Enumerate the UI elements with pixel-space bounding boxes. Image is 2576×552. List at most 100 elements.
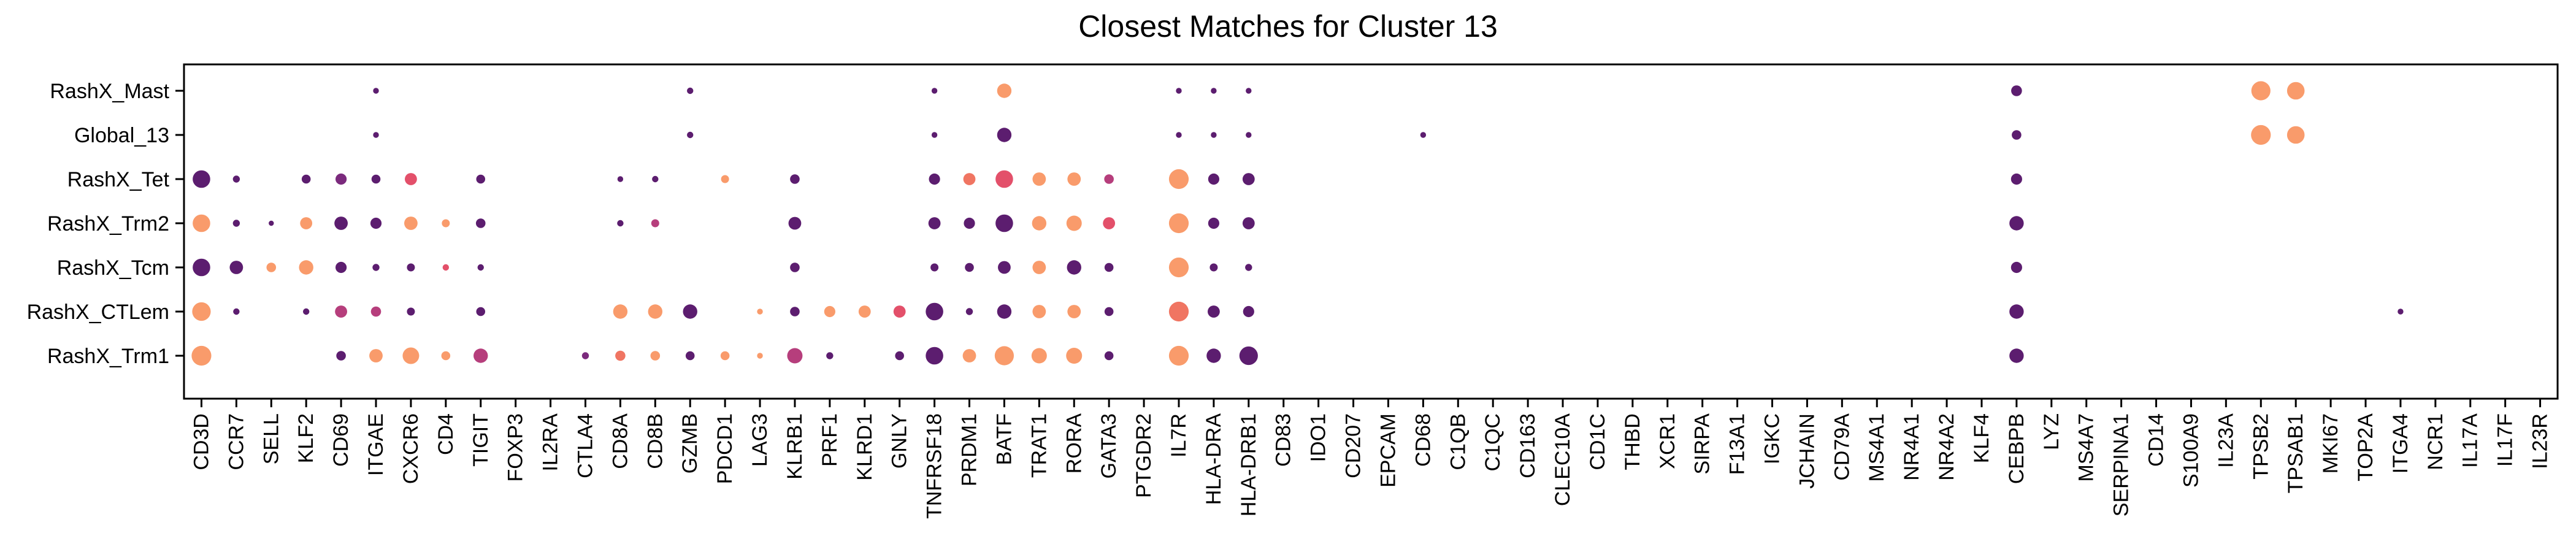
dot-rashx-tet-tigit (476, 174, 486, 184)
x-tick-label-cd3d: CD3D (190, 413, 213, 470)
dot-rashx-ctlem-gata3 (1104, 307, 1114, 316)
dot-rashx-trm2-batf (995, 214, 1013, 232)
dot-rashx-ctlem-klrb1 (790, 307, 800, 316)
dot-rashx-mast-hla-dra (1211, 88, 1217, 94)
dot-rashx-tet-cd8b (652, 175, 659, 183)
x-tick-label-cd14: CD14 (2145, 413, 2168, 467)
dot-rashx-ctlem-cxcr6 (407, 307, 415, 316)
y-tick-label-rashx-trm1: RashX_Trm1 (47, 345, 169, 368)
dot-rashx-mast-tpsb2 (2251, 81, 2271, 101)
x-tick-label-sirpa: SIRPA (1691, 413, 1714, 475)
dot-rashx-ctlem-itgae (370, 306, 381, 317)
dot-rashx-tcm-batf (998, 261, 1011, 274)
dot-rashx-tet-tnfrsf18 (929, 173, 940, 185)
dot-rashx-ctlem-lag3 (757, 309, 763, 315)
dot-rashx-tcm-il7r (1168, 257, 1189, 278)
x-tick-label-klrd1: KLRD1 (853, 413, 876, 481)
dot-rashx-trm1-klrb1 (787, 348, 803, 364)
dot-rashx-mast-gzmb (687, 87, 694, 94)
dot-rashx-tcm-itgae (372, 264, 380, 271)
x-tick-label-cd79a: CD79A (1830, 413, 1853, 481)
dot-rashx-tet-itgae (371, 174, 381, 184)
x-tick-label-batf: BATF (992, 413, 1016, 465)
dot-rashx-trm1-batf (994, 346, 1014, 366)
dot-rashx-mast-batf (997, 83, 1012, 98)
x-tick-label-cd69: CD69 (329, 413, 353, 467)
dot-rashx-ctlem-prdm1 (965, 308, 973, 315)
dot-rashx-trm1-cd4 (441, 351, 451, 361)
dot-rashx-ctlem-rora (1067, 305, 1081, 318)
dot-rashx-tet-ccr7 (232, 175, 240, 183)
x-axis: CD3D CCR7 SELL KLF2 CD69 ITGAE CXCR6 CD4 TIGIT FO… (190, 399, 2552, 519)
dot-rashx-mast-cebpb (2011, 85, 2022, 96)
x-tick-label-il17f: IL17F (2494, 413, 2517, 467)
dot-rashx-ctlem-cd8a (613, 304, 628, 319)
y-tick-label-rashx-tet: RashX_Tet (67, 168, 170, 191)
dot-rashx-ctlem-tnfrsf18 (926, 302, 943, 321)
dot-rashx-tet-cd69 (335, 173, 347, 185)
dot-rashx-tet-cebpb (2011, 173, 2022, 185)
x-tick-label-f13a1: F13A1 (1726, 413, 1749, 475)
dot-rashx-ctlem-il7r (1168, 301, 1189, 322)
dot-global-13-hla-dra (1211, 132, 1217, 138)
dot-rashx-trm2-cebpb (2009, 216, 2024, 231)
dot-rashx-tet-hla-dra (1208, 173, 1219, 185)
dot-rashx-mast-tnfrsf18 (931, 88, 938, 94)
x-tick-label-ctla4: CTLA4 (573, 413, 597, 478)
x-tick-label-ms4a1: MS4A1 (1865, 413, 1888, 482)
x-tick-label-xcr1: XCR1 (1656, 413, 1679, 469)
x-tick-label-cd83: CD83 (1272, 413, 1295, 467)
dot-rashx-tcm-cebpb (2011, 261, 2022, 274)
x-tick-label-cxcr6: CXCR6 (399, 413, 423, 484)
x-tick-label-ptgdr2: PTGDR2 (1132, 413, 1156, 498)
dot-rashx-trm2-hla-drb1 (1242, 217, 1255, 229)
dot-rashx-ctlem-klf2 (302, 308, 310, 315)
plot-frame (183, 63, 2559, 400)
x-tick-label-prf1: PRF1 (818, 413, 841, 467)
dot-rashx-trm2-il7r (1168, 213, 1189, 234)
dot-rashx-tcm-klf2 (299, 260, 313, 275)
dot-global-13-tpsb2 (2251, 125, 2271, 145)
x-tick-label-klf4: KLF4 (1970, 413, 1993, 463)
dot-rashx-ctlem-itga4 (2398, 309, 2404, 315)
dot-rashx-trm2-ccr7 (232, 220, 240, 227)
y-axis: RashX_Mast Global_13 RashX_Tet RashX_Trm2 Ra… (27, 80, 184, 368)
x-tick-label-gzmb: GZMB (678, 413, 702, 473)
dot-rashx-ctlem-ccr7 (233, 308, 240, 315)
dot-rashx-trm1-tigit (473, 348, 488, 363)
dot-rashx-trm2-cd3d (193, 214, 210, 232)
dot-global-13-tpsab1 (2287, 126, 2305, 144)
x-tick-label-klf2: KLF2 (294, 413, 318, 463)
dot-rashx-trm1-cd8a (615, 350, 626, 361)
dot-rashx-trm1-itgae (369, 349, 383, 362)
dot-rashx-ctlem-trat1 (1032, 305, 1046, 318)
x-tick-label-cd4: CD4 (434, 413, 458, 455)
dot-rashx-ctlem-cd69 (335, 305, 348, 318)
dot-rashx-trm2-tigit (475, 218, 486, 228)
dot-rashx-trm1-prdm1 (962, 349, 976, 362)
x-tick-label-rora: RORA (1062, 413, 1086, 474)
dot-rashx-tet-klrb1 (790, 174, 800, 184)
dot-global-13-tnfrsf18 (931, 132, 938, 138)
x-tick-label-c1qc: C1QC (1481, 413, 1505, 471)
dot-rashx-tcm-ccr7 (229, 261, 243, 274)
dot-rashx-trm1-ctla4 (581, 352, 589, 359)
x-tick-label-prdm1: PRDM1 (958, 413, 981, 486)
dot-rashx-tcm-cxcr6 (407, 263, 415, 272)
dot-global-13-hla-drb1 (1246, 132, 1252, 138)
plot-area (183, 63, 2559, 400)
dot-rashx-trm2-klrb1 (788, 217, 802, 230)
dot-rashx-ctlem-hla-drb1 (1243, 305, 1254, 318)
dot-rashx-ctlem-klrd1 (858, 305, 871, 318)
dot-rashx-trm1-hla-drb1 (1239, 346, 1258, 366)
x-tick-label-ccr7: CCR7 (224, 413, 248, 470)
dot-rashx-tcm-klrb1 (790, 263, 800, 272)
x-tick-label-ms4a7: MS4A7 (2075, 413, 2098, 482)
dot-rashx-tet-pdcd1 (721, 175, 729, 183)
x-tick-label-tpsab1: TPSAB1 (2284, 413, 2307, 493)
dot-rashx-ctlem-batf (997, 304, 1012, 319)
dot-global-13-il7r (1176, 132, 1182, 138)
dot-rashx-ctlem-gzmb (683, 304, 697, 319)
x-tick-label-trat1: TRAT1 (1027, 413, 1051, 478)
